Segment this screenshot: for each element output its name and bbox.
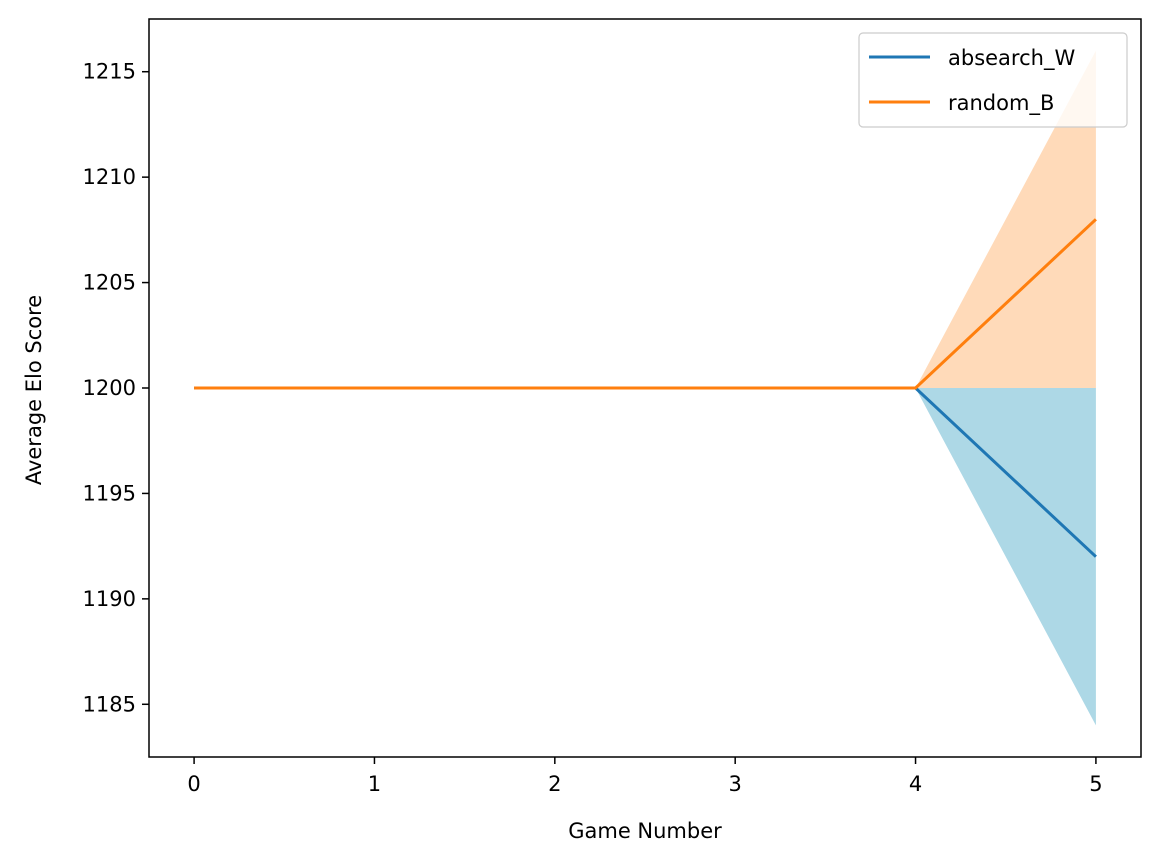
x-tick-label: 4 [909,772,922,796]
y-axis-ticks: 1185 1190 1195 1200 1205 1210 1215 [83,60,149,716]
legend-label-random_B: random_B [948,91,1054,116]
x-tick-label: 3 [728,772,741,796]
y-tick-label: 1210 [83,165,136,189]
series-lines [194,218,1097,558]
y-tick-label: 1185 [83,692,136,716]
y-tick-label: 1190 [83,587,136,611]
y-tick-label: 1205 [83,271,136,295]
x-axis-title: Game Number [568,819,722,843]
y-tick-label: 1195 [83,481,136,505]
confidence-bands [194,50,1096,726]
x-tick-label: 5 [1089,772,1102,796]
y-tick-label: 1200 [83,376,136,400]
y-tick-label: 1215 [83,60,136,84]
band-random_B [194,50,1096,388]
line-random_B [194,218,1097,390]
x-tick-label: 1 [368,772,381,796]
y-axis-title: Average Elo Score [22,295,46,485]
band-absearch_W [194,388,1096,726]
x-tick-label: 0 [187,772,200,796]
x-tick-label: 2 [548,772,561,796]
x-axis-ticks: 0 1 2 3 4 5 [187,757,1103,796]
legend: absearch_W random_B [858,32,1128,128]
legend-label-absearch_W: absearch_W [948,46,1075,71]
